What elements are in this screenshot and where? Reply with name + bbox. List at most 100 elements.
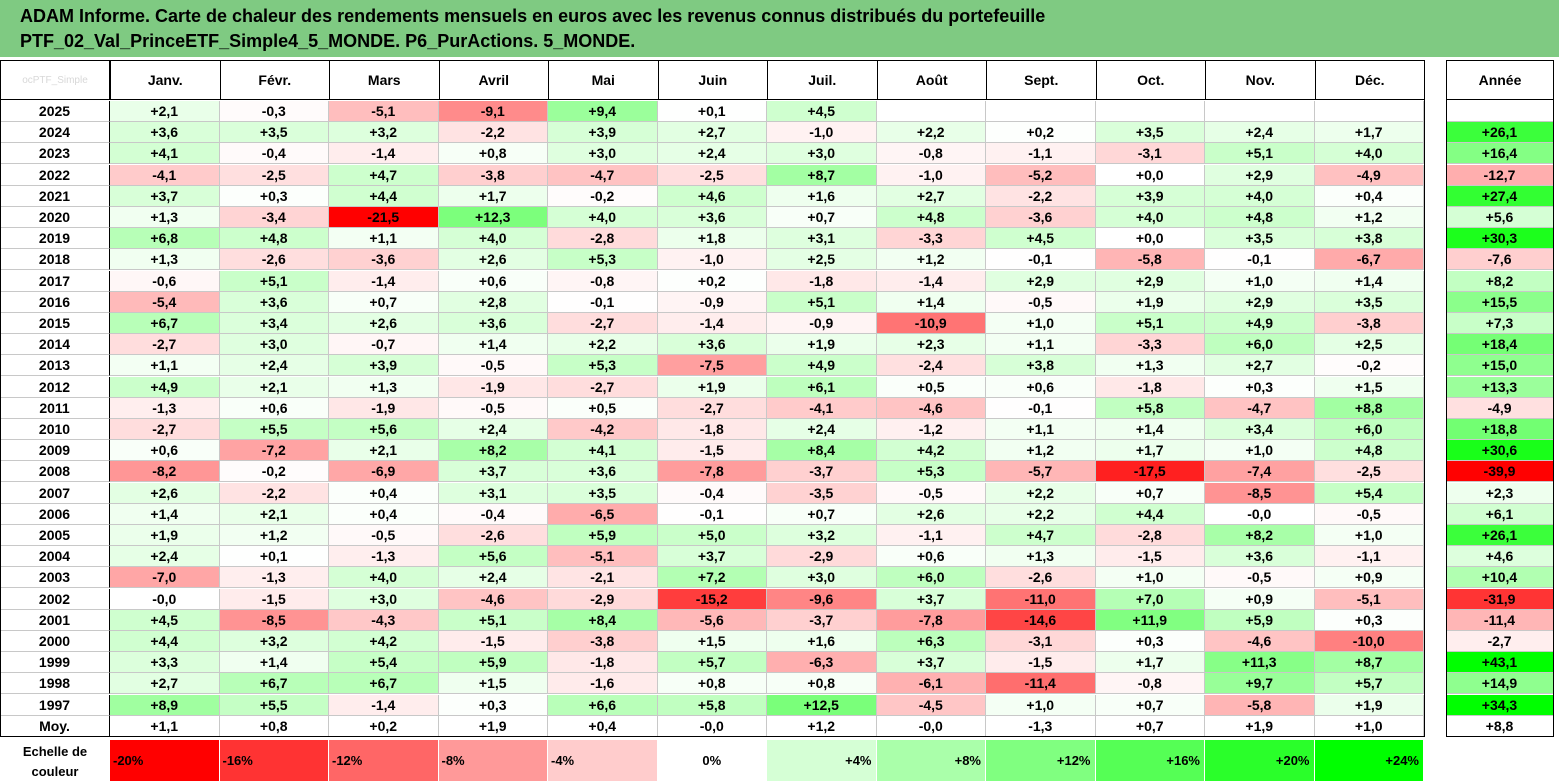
heatmap-cell: -5,1 xyxy=(1314,588,1424,610)
heatmap-cell: +8,7 xyxy=(1314,652,1424,674)
heatmap-cell: +2,5 xyxy=(1314,334,1424,356)
heatmap-cell: +1,6 xyxy=(767,185,877,207)
heatmap-cell: +4,2 xyxy=(329,631,439,652)
corner-label: ocPTF_Simple xyxy=(0,60,110,100)
heatmap-cell: +1,7 xyxy=(1095,652,1205,674)
heatmap-cell: +5,9 xyxy=(1205,609,1315,631)
year-label: 2002 xyxy=(0,588,110,610)
heatmap-cell: +5,5 xyxy=(219,419,329,440)
heatmap-cell: +1,1 xyxy=(110,355,220,377)
heatmap-cell: -1,5 xyxy=(1095,546,1205,568)
heatmap-cell: +3,2 xyxy=(219,631,329,652)
heatmap-cell: +0,1 xyxy=(657,101,767,122)
heatmap-cell: +2,4 xyxy=(219,355,329,377)
heatmap-cell: -10,9 xyxy=(876,313,986,334)
annual-cell: +13,3 xyxy=(1446,376,1554,398)
heatmap-cell: +3,8 xyxy=(986,355,1096,377)
heatmap-cell: -0,9 xyxy=(657,291,767,313)
heatmap-cell: -0,4 xyxy=(657,482,767,504)
heatmap-cell: +5,9 xyxy=(438,652,548,674)
heatmap-cell: +2,4 xyxy=(657,143,767,165)
heatmap-cell: +3,6 xyxy=(657,207,767,228)
color-scale-stop: +16% xyxy=(1095,740,1205,781)
heatmap-cell: +3,4 xyxy=(1205,419,1315,440)
heatmap-cell: -0,9 xyxy=(767,313,877,334)
heatmap-cell: +3,0 xyxy=(767,567,877,589)
heatmap-cell: +0,0 xyxy=(1095,228,1205,250)
heatmap-cell: -5,7 xyxy=(986,461,1096,483)
heatmap-cell: +3,1 xyxy=(767,228,877,250)
heatmap-cell: -3,8 xyxy=(548,631,658,652)
heatmap-cell: -1,9 xyxy=(438,376,548,398)
heatmap-cell: +4,8 xyxy=(1205,207,1315,228)
heatmap-cell: +5,9 xyxy=(548,525,658,546)
heatmap-cell: +6,7 xyxy=(219,673,329,695)
month-header: Nov. xyxy=(1205,60,1316,100)
annual-cell: -39,9 xyxy=(1446,461,1554,483)
heatmap-cell: +3,6 xyxy=(1205,546,1315,568)
heatmap-cell: +6,0 xyxy=(1314,419,1424,440)
heatmap-cell: -3,7 xyxy=(767,609,877,631)
heatmap-cell: -8,5 xyxy=(219,609,329,631)
heatmap-cell: +0,7 xyxy=(1095,482,1205,504)
month-header: Avril xyxy=(438,60,549,100)
heatmap-cell: +1,4 xyxy=(1095,419,1205,440)
heatmap-cell: +0,4 xyxy=(1314,185,1424,207)
heatmap-cell: -2,7 xyxy=(110,419,220,440)
heatmap-cell: -4,9 xyxy=(1314,164,1424,186)
average-cell: -1,3 xyxy=(986,715,1096,737)
heatmap-cell: +8,7 xyxy=(767,164,877,186)
year-label: 1998 xyxy=(0,673,110,695)
average-cell: +1,1 xyxy=(110,715,220,737)
heatmap-cell: +3,9 xyxy=(329,355,439,377)
heatmap-cell: +0,3 xyxy=(1095,631,1205,652)
heatmap-cell: +3,7 xyxy=(876,652,986,674)
heatmap-cell: +4,7 xyxy=(986,525,1096,546)
heatmap-cell: -11,4 xyxy=(986,673,1096,695)
heatmap-cell: -7,8 xyxy=(657,461,767,483)
heatmap-cell: -2,9 xyxy=(548,588,658,610)
heatmap-cell: +4,2 xyxy=(876,440,986,462)
heatmap-cell: +0,5 xyxy=(548,397,658,419)
heatmap-cell: +3,5 xyxy=(1095,122,1205,144)
heatmap-cell: +4,6 xyxy=(657,185,767,207)
heatmap-cell: +0,6 xyxy=(219,397,329,419)
heatmap-cell: +2,3 xyxy=(876,334,986,356)
average-cell: +0,4 xyxy=(548,715,658,737)
heatmap-cell: +2,1 xyxy=(110,101,220,122)
heatmap-cell: +4,7 xyxy=(329,164,439,186)
heatmap-cell: +1,2 xyxy=(219,525,329,546)
heatmap-cell: +4,0 xyxy=(1095,207,1205,228)
heatmap-cell: +2,4 xyxy=(110,546,220,568)
year-label: 2018 xyxy=(0,249,110,271)
heatmap-cell: -1,1 xyxy=(876,525,986,546)
heatmap-cell: -0,1 xyxy=(986,249,1096,271)
heatmap-cell: -3,6 xyxy=(329,249,439,271)
annual-cell: +4,6 xyxy=(1446,546,1554,568)
heatmap-cell: +4,8 xyxy=(1314,440,1424,462)
heatmap-cell: +2,6 xyxy=(438,249,548,271)
annual-cell: +43,1 xyxy=(1446,652,1554,674)
heatmap-cell: +1,0 xyxy=(1095,567,1205,589)
heatmap-cell: +2,7 xyxy=(876,185,986,207)
heatmap-cell: +1,4 xyxy=(110,503,220,525)
heatmap-cell: +1,0 xyxy=(1205,440,1315,462)
heatmap-cell: +6,7 xyxy=(110,313,220,334)
annual-cell: +14,9 xyxy=(1446,673,1554,695)
heatmap-cell: +2,7 xyxy=(657,122,767,144)
heatmap-cell: +1,3 xyxy=(110,207,220,228)
heatmap-cell: -6,7 xyxy=(1314,249,1424,271)
heatmap-cell: +5,0 xyxy=(657,525,767,546)
year-label: 2003 xyxy=(0,567,110,589)
year-label: 2013 xyxy=(0,355,110,377)
heatmap-cell: +7,0 xyxy=(1095,588,1205,610)
month-header: Sept. xyxy=(986,60,1097,100)
heatmap-cell: -0,1 xyxy=(986,397,1096,419)
heatmap-cell: -3,1 xyxy=(986,631,1096,652)
heatmap-cell: -8,2 xyxy=(110,461,220,483)
heatmap-cell: +0,8 xyxy=(657,673,767,695)
heatmap-cell: -1,5 xyxy=(438,631,548,652)
heatmap-cell: -1,4 xyxy=(329,143,439,165)
heatmap-cell: +5,1 xyxy=(438,609,548,631)
heatmap-cell: +6,1 xyxy=(767,376,877,398)
